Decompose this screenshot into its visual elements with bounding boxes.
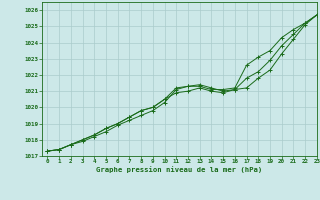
X-axis label: Graphe pression niveau de la mer (hPa): Graphe pression niveau de la mer (hPa) xyxy=(96,166,262,173)
